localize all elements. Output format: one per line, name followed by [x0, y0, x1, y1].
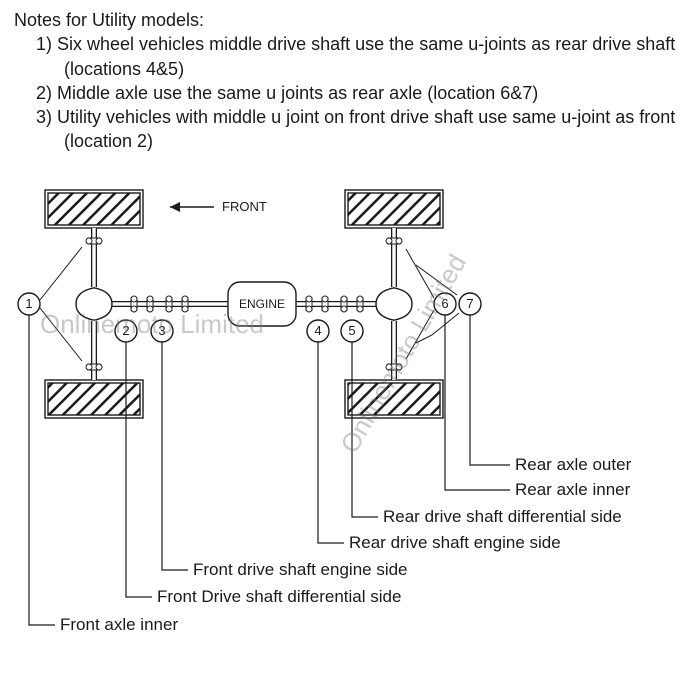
svg-text:Front Drive shaft differential: Front Drive shaft differential side	[157, 587, 401, 606]
svg-text:Rear axle inner: Rear axle inner	[515, 480, 631, 499]
notes-title: Notes for Utility models:	[14, 8, 686, 32]
svg-text:Rear drive shaft engine side: Rear drive shaft engine side	[349, 533, 561, 552]
svg-text:Front drive shaft engine side: Front drive shaft engine side	[193, 560, 408, 579]
note-1: 1) Six wheel vehicles middle drive shaft…	[14, 32, 686, 81]
svg-text:1: 1	[25, 296, 32, 311]
svg-text:Rear drive shaft differential: Rear drive shaft differential side	[383, 507, 622, 526]
svg-text:FRONT: FRONT	[222, 199, 267, 214]
svg-text:7: 7	[466, 296, 473, 311]
drivetrain-diagram: ENGINEFRONT1234567Rear axle outerRear ax…	[0, 165, 700, 700]
svg-text:5: 5	[348, 323, 355, 338]
svg-text:Front axle inner: Front axle inner	[60, 615, 178, 634]
note-2: 2) Middle axle use the same u joints as …	[14, 81, 686, 105]
notes-block: Notes for Utility models: 1) Six wheel v…	[0, 0, 700, 154]
note-3: 3) Utility vehicles with middle u joint …	[14, 105, 686, 154]
svg-text:Onlinemoto Limited: Onlinemoto Limited	[40, 309, 264, 339]
svg-text:Onlinemoto Limited: Onlinemoto Limited	[334, 249, 472, 458]
svg-text:4: 4	[314, 323, 321, 338]
svg-text:Rear axle outer: Rear axle outer	[515, 455, 632, 474]
